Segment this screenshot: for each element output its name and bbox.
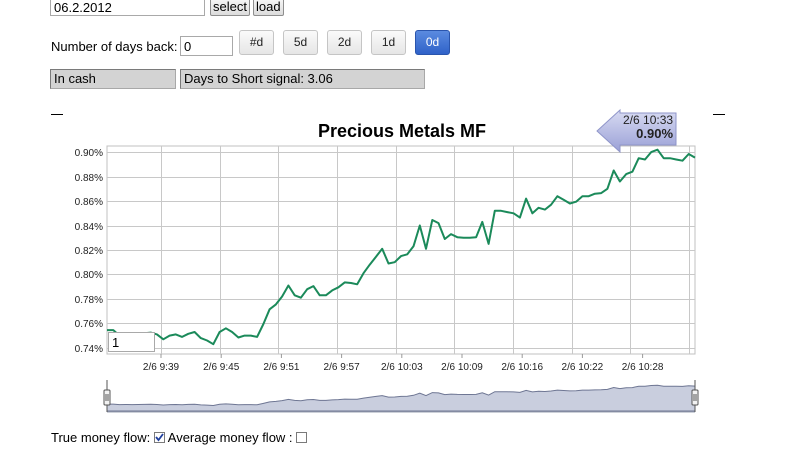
x-tick-label: 2/6 9:45 (203, 362, 240, 373)
x-tick-label: 2/6 10:09 (441, 362, 483, 373)
navigator-left-handle[interactable] (103, 389, 111, 406)
legend-row: True money flow: Average money flow : (51, 430, 308, 445)
x-tick-label: 2/6 9:51 (263, 362, 300, 373)
range-button-2d[interactable]: 2d (327, 30, 362, 55)
right-dash (713, 114, 725, 115)
x-axis-ticks: 2/6 9:39 2/6 9:45 2/6 9:51 2/6 9:57 2/6 10:0… (143, 354, 664, 373)
y-axis-ticks: 0.74% 0.76% 0.78% 0.80% 0.82% 0.84% 0.86% 0.88%… (75, 148, 103, 355)
y-tick-label: 0.74% (75, 344, 103, 355)
navigator-right-handle[interactable] (691, 389, 699, 406)
y-tick-label: 0.86% (75, 197, 103, 208)
navigator[interactable] (103, 380, 699, 413)
x-tick-label: 2/6 9:57 (324, 362, 361, 373)
tooltip-callout (596, 108, 677, 154)
signal-status: Days to Short signal: 3.06 (180, 69, 425, 89)
range-button-1d[interactable]: 1d (371, 30, 406, 55)
y-tick-label: 0.90% (75, 148, 103, 159)
checkmark-icon (155, 433, 164, 442)
range-button-0d[interactable]: 0d (415, 30, 450, 55)
left-dash (51, 114, 63, 115)
x-tick-label: 2/6 9:39 (143, 362, 180, 373)
y-tick-label: 0.84% (75, 222, 103, 233)
y-tick-label: 0.80% (75, 270, 103, 281)
average-money-flow-label: Average money flow : (167, 430, 293, 445)
load-button[interactable]: load (253, 0, 284, 16)
tooltip-text: 2/6 10:33 0.90% (623, 113, 673, 141)
average-money-flow-checkbox[interactable] (296, 432, 308, 443)
tooltip-time: 2/6 10:33 (623, 113, 674, 127)
days-back-input[interactable] (180, 36, 233, 56)
chart-grid (106, 145, 696, 355)
x-tick-label: 2/6 10:22 (562, 362, 604, 373)
navigator-area (106, 384, 696, 412)
range-button-5d[interactable]: 5d (283, 30, 318, 55)
x-tick-label: 2/6 10:16 (501, 362, 543, 373)
chart-title: Precious Metals MF (318, 121, 486, 141)
true-money-flow-checkbox[interactable] (153, 432, 165, 443)
date-input[interactable] (50, 0, 205, 16)
true-money-flow-label: True money flow: (51, 430, 151, 445)
x-tick-label: 2/6 10:28 (622, 362, 664, 373)
series-value-input[interactable] (108, 332, 155, 352)
tooltip-value: 0.90% (636, 126, 674, 141)
select-button[interactable]: select (210, 0, 250, 16)
series-points (106, 149, 696, 346)
y-tick-label: 0.78% (75, 295, 103, 306)
days-back-label: Number of days back: (51, 39, 178, 54)
y-tick-label: 0.82% (75, 246, 103, 257)
y-tick-label: 0.76% (75, 319, 103, 330)
x-tick-label: 2/6 10:03 (381, 362, 423, 373)
series-line (107, 148, 696, 346)
range-button-custom[interactable]: #d (239, 30, 274, 55)
position-status: In cash (50, 69, 176, 89)
y-tick-label: 0.88% (75, 173, 103, 184)
